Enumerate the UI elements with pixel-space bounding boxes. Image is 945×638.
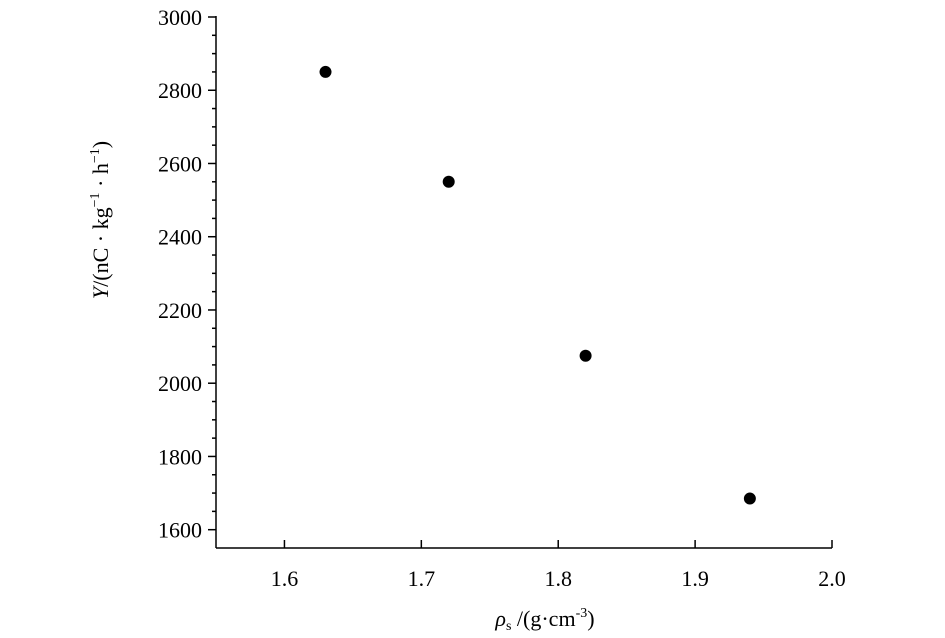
x-tick-label: 2.0 xyxy=(818,566,846,591)
x-tick-label: 1.7 xyxy=(408,566,436,591)
y-label-part: Y xyxy=(88,284,113,299)
x-tick-label: 1.6 xyxy=(271,566,299,591)
y-tick-label: 1600 xyxy=(158,518,202,543)
x-label-part: ρ xyxy=(494,606,506,631)
y-label-part: · h xyxy=(88,163,113,192)
x-axis-label: ρs /(g·cm-3) xyxy=(494,606,594,634)
point xyxy=(319,65,332,78)
x-tick-label: 1.8 xyxy=(544,566,572,591)
y-tick-label: 2000 xyxy=(158,371,202,396)
point xyxy=(579,349,592,362)
x-label-part: /(g·cm xyxy=(511,606,575,631)
y-axis-label: Y/(nC · kg−1 · h−1) xyxy=(88,141,113,299)
x-label-part: s xyxy=(506,619,511,634)
y-label-part: ) xyxy=(88,141,113,148)
y-tick-label: 2400 xyxy=(158,225,202,250)
y-label-part: −1 xyxy=(88,192,103,207)
y-tick-label: 3000 xyxy=(158,5,202,30)
y-label-part: −1 xyxy=(88,148,103,163)
x-label-part: ) xyxy=(587,606,594,631)
x-label-part: -3 xyxy=(576,606,588,621)
y-tick-label: 2600 xyxy=(158,151,202,176)
y-tick-label: 2800 xyxy=(158,78,202,103)
x-tick-label: 1.9 xyxy=(681,566,709,591)
point xyxy=(442,175,455,188)
y-tick-label: 2200 xyxy=(158,298,202,323)
y-tick-label: 1800 xyxy=(158,444,202,469)
y-label-part: /(nC · kg xyxy=(88,207,113,286)
point xyxy=(743,492,756,505)
